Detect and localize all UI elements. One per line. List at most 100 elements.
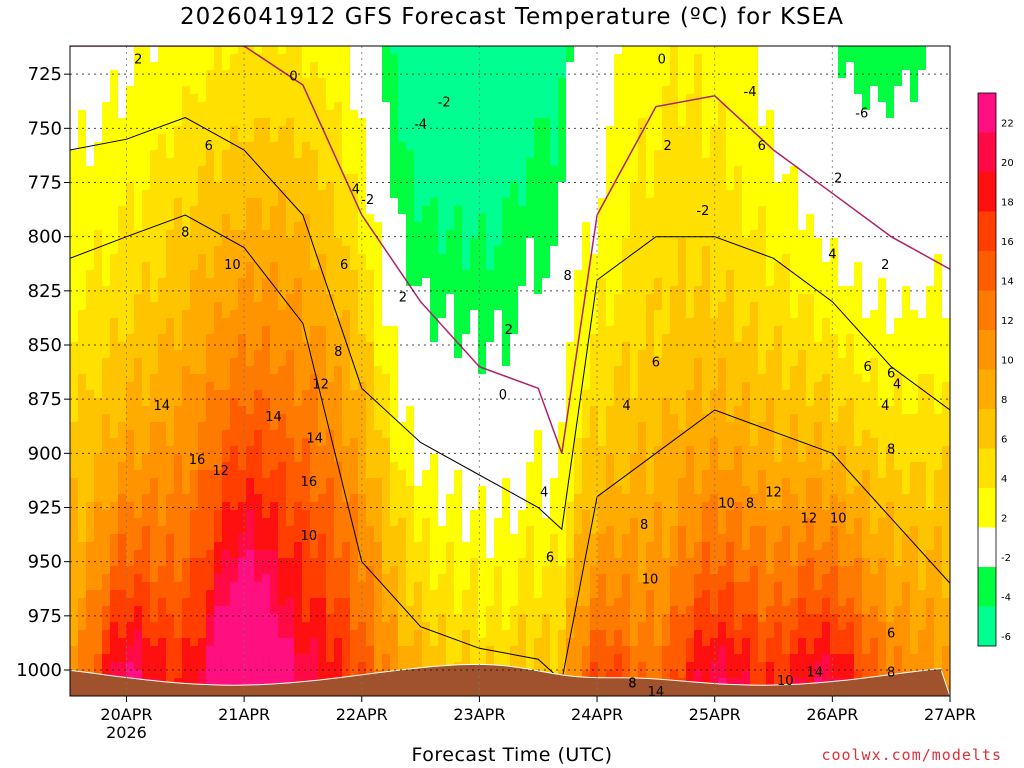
- temperature-cell: [94, 94, 103, 103]
- temperature-cell: [182, 614, 191, 623]
- temperature-cell: [126, 470, 135, 479]
- temperature-cell: [446, 510, 455, 519]
- temperature-cell: [486, 110, 495, 119]
- temperature-cell: [182, 54, 191, 63]
- temperature-cell: [134, 590, 143, 599]
- temperature-cell: [334, 198, 343, 207]
- temperature-cell: [414, 390, 423, 399]
- temperature-cell: [366, 286, 375, 295]
- temperature-cell: [94, 510, 103, 519]
- temperature-cell: [486, 406, 495, 415]
- temperature-cell: [182, 78, 191, 87]
- temperature-cell: [398, 598, 407, 607]
- temperature-cell: [502, 654, 511, 663]
- temperature-cell: [198, 246, 207, 255]
- temperature-cell: [502, 350, 511, 359]
- temperature-cell: [518, 86, 527, 95]
- temperature-cell: [174, 350, 183, 359]
- temperature-cell: [134, 526, 143, 535]
- temperature-cell: [70, 374, 79, 383]
- temperature-cell: [166, 262, 175, 271]
- temperature-cell: [230, 318, 239, 327]
- temperature-cell: [286, 198, 295, 207]
- temperature-cell: [102, 86, 111, 95]
- temperature-cell: [166, 166, 175, 175]
- temperature-cell: [350, 78, 359, 87]
- temperature-cell: [262, 86, 271, 95]
- temperature-cell: [150, 182, 159, 191]
- temperature-cell: [302, 366, 311, 375]
- temperature-cell: [486, 326, 495, 335]
- temperature-cell: [550, 70, 559, 79]
- temperature-cell: [158, 590, 167, 599]
- temperature-cell: [254, 318, 263, 327]
- temperature-cell: [214, 62, 223, 71]
- temperature-cell: [422, 638, 431, 647]
- temperature-cell: [518, 358, 527, 367]
- temperature-cell: [422, 318, 431, 327]
- temperature-cell: [294, 110, 303, 119]
- temperature-cell: [182, 606, 191, 615]
- temperature-cell: [478, 342, 487, 351]
- temperature-cell: [542, 438, 551, 447]
- temperature-cell: [326, 534, 335, 543]
- temperature-cell: [462, 614, 471, 623]
- temperature-cell: [318, 622, 327, 631]
- temperature-cell: [350, 518, 359, 527]
- temperature-cell: [246, 206, 255, 215]
- temperature-cell: [278, 598, 287, 607]
- temperature-cell: [254, 126, 263, 135]
- temperature-cell: [142, 94, 151, 103]
- temperature-cell: [150, 342, 159, 351]
- temperature-cell: [478, 550, 487, 559]
- temperature-cell: [230, 326, 239, 335]
- temperature-cell: [350, 286, 359, 295]
- temperature-cell: [430, 94, 439, 103]
- temperature-cell: [86, 310, 95, 319]
- temperature-cell: [350, 438, 359, 447]
- temperature-cell: [342, 430, 351, 439]
- temperature-cell: [534, 478, 543, 487]
- temperature-cell: [302, 158, 311, 167]
- temperature-cell: [398, 390, 407, 399]
- temperature-cell: [454, 86, 463, 95]
- temperature-cell: [134, 438, 143, 447]
- temperature-cell: [318, 630, 327, 639]
- temperature-cell: [294, 230, 303, 239]
- temperature-cell: [382, 230, 391, 239]
- temperature-cell: [374, 190, 383, 199]
- temperature-cell: [494, 446, 503, 455]
- temperature-cell: [70, 310, 79, 319]
- temperature-cell: [190, 678, 199, 687]
- temperature-cell: [262, 502, 271, 511]
- temperature-cell: [182, 438, 191, 447]
- temperature-cell: [358, 230, 367, 239]
- temperature-cell: [510, 390, 519, 399]
- temperature-cell: [318, 270, 327, 279]
- temperature-cell: [358, 326, 367, 335]
- temperature-cell: [294, 422, 303, 431]
- temperature-cell: [310, 174, 319, 183]
- temperature-cell: [278, 398, 287, 407]
- temperature-cell: [550, 142, 559, 151]
- temperature-cell: [486, 502, 495, 511]
- temperature-cell: [462, 294, 471, 303]
- temperature-cell: [310, 86, 319, 95]
- temperature-cell: [422, 382, 431, 391]
- temperature-cell: [486, 230, 495, 239]
- temperature-cell: [446, 526, 455, 535]
- temperature-cell: [342, 102, 351, 111]
- temperature-cell: [550, 286, 559, 295]
- temperature-cell: [294, 462, 303, 471]
- temperature-cell: [510, 582, 519, 591]
- temperature-cell: [342, 438, 351, 447]
- temperature-cell: [478, 566, 487, 575]
- temperature-cell: [358, 470, 367, 479]
- temperature-cell: [230, 398, 239, 407]
- temperature-cell: [342, 182, 351, 191]
- temperature-cell: [126, 422, 135, 431]
- temperature-cell: [270, 198, 279, 207]
- temperature-cell: [238, 46, 247, 55]
- temperature-cell: [406, 230, 415, 239]
- temperature-cell: [198, 326, 207, 335]
